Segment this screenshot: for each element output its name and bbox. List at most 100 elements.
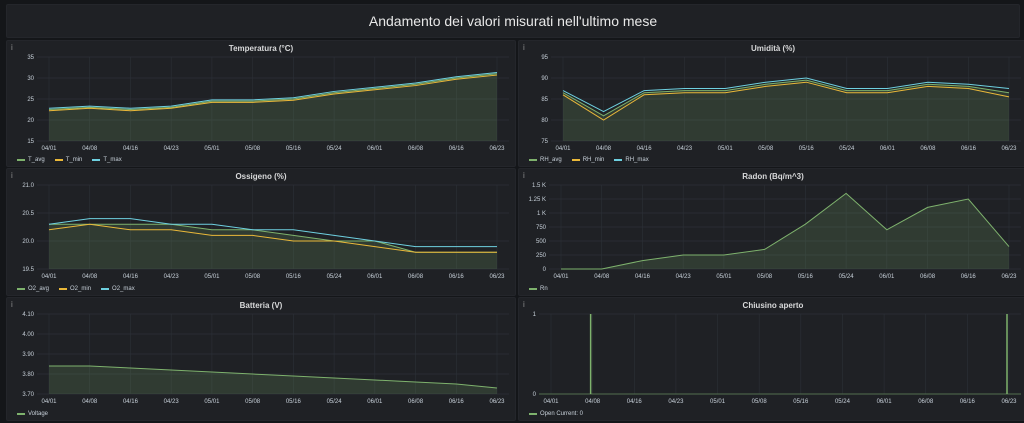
x-tick-label: 04/01 [41, 146, 57, 152]
x-tick-label: 06/01 [367, 146, 383, 152]
x-tick-label: 06/01 [367, 274, 383, 280]
x-tick-label: 06/08 [408, 274, 424, 280]
legend-item[interactable]: Open Current: 0 [529, 411, 583, 417]
x-tick-label: 06/08 [920, 146, 936, 152]
y-tick-label: 3.70 [22, 392, 34, 398]
legend-label: T_min [65, 157, 83, 163]
legend-item[interactable]: O2_min [59, 286, 91, 292]
legend-item[interactable]: Rn [529, 286, 548, 292]
y-tick-label: 20 [27, 118, 34, 124]
y-tick-label: 35 [27, 55, 34, 61]
legend-item[interactable]: RH_min [571, 157, 604, 163]
x-tick-label: 06/23 [1001, 146, 1017, 152]
legend-item[interactable]: RH_max [614, 157, 649, 163]
legend-item[interactable]: O2_max [101, 286, 135, 292]
legend-item[interactable]: RH_avg [529, 157, 562, 163]
x-tick-label: 05/16 [286, 146, 302, 152]
x-tick-label: 04/16 [635, 274, 651, 280]
x-tick-label: 05/16 [793, 399, 809, 405]
panel-ossigeno[interactable]: i Ossigeno (%) 19.5 20.0 20.5 21.0 04/01 04/0… [6, 168, 516, 296]
x-tick-label: 04/08 [82, 146, 98, 152]
x-tick-label: 04/23 [677, 146, 693, 152]
y-tick-label: 20.5 [22, 211, 34, 217]
x-tick-label: 04/23 [164, 274, 180, 280]
x-tick-label: 05/24 [327, 274, 343, 280]
y-tick-label: 1 K [537, 211, 546, 217]
legend-label: O2_min [70, 286, 92, 292]
x-tick-label: 06/01 [367, 399, 383, 405]
legend-item[interactable]: Voltage [17, 411, 48, 417]
x-tick-label: 05/08 [758, 146, 774, 152]
info-icon[interactable]: i [523, 300, 525, 309]
series-line-Rn [561, 192, 1010, 270]
x-tick-label: 06/01 [879, 274, 895, 280]
x-tick-label: 05/24 [839, 146, 855, 152]
x-tick-label: 06/23 [489, 399, 505, 405]
series-line-O2_min [48, 223, 497, 253]
x-tick-label: 06/23 [489, 274, 505, 280]
info-icon[interactable]: i [11, 171, 13, 180]
legend: RH_avg RH_min RH_max [529, 157, 649, 163]
legend-swatch [529, 413, 537, 415]
x-tick-label: 05/24 [327, 399, 343, 405]
y-tick-label: 0 [543, 267, 547, 273]
x-tick-label: 04/23 [164, 399, 180, 405]
x-tick-label: 05/08 [245, 274, 261, 280]
chart-batteria: 3.70 3.80 3.90 4.00 4.10 04/01 04/08 04/16 04/23… [22, 312, 509, 405]
x-tick-label: 04/16 [123, 274, 139, 280]
y-tick-label: 4.10 [22, 312, 34, 318]
series-line-T_avg [48, 73, 498, 111]
x-tick-label: 04/23 [668, 399, 684, 405]
x-tick-label: 05/16 [799, 146, 815, 152]
panel-temperatura[interactable]: i Temperatura (°C) 15 20 25 30 35 04/01 04/08 0… [6, 40, 516, 167]
legend-swatch [101, 288, 110, 290]
panel-radon[interactable]: i Radon (Bq/m^3) 0 250 500 750 1 K 1.25 K 1.5 … [518, 168, 1024, 296]
x-tick-label: 06/08 [408, 399, 424, 405]
info-icon[interactable]: i [523, 171, 525, 180]
y-tick-label: 250 [536, 253, 547, 259]
x-tick-label: 06/23 [1001, 274, 1017, 280]
panel-umidita[interactable]: i Umidità (%) 75 80 85 90 95 04/01 04/08 04/16 0… [518, 40, 1024, 167]
x-tick-label: 05/08 [757, 274, 773, 280]
legend-item[interactable]: T_avg [17, 157, 45, 163]
x-tick-label: 04/01 [41, 399, 57, 405]
panel-chiusino[interactable]: i Chiusino aperto 0 1 04/01 04/08 04/16 04/23… [518, 297, 1024, 421]
info-icon[interactable]: i [523, 43, 525, 52]
series-area [561, 193, 1009, 269]
x-tick-label: 05/01 [204, 146, 220, 152]
legend-item[interactable]: T_min [54, 157, 83, 163]
y-tick-label: 90 [541, 76, 548, 82]
legend-label: RH_avg [540, 157, 562, 163]
x-tick-label: 04/01 [543, 399, 559, 405]
y-tick-label: 500 [536, 239, 547, 245]
legend-swatch [17, 288, 25, 290]
dashboard-title: Andamento dei valori misurati nell'ultim… [368, 13, 658, 29]
info-icon[interactable]: i [11, 300, 13, 309]
series-area [49, 73, 497, 141]
y-tick-label: 95 [541, 55, 548, 61]
chart-ossigeno: 19.5 20.0 20.5 21.0 04/01 04/08 04/16 04/23 05/0… [22, 183, 509, 280]
x-tick-label: 04/16 [637, 146, 653, 152]
legend-item[interactable]: O2_avg [17, 286, 49, 292]
info-icon[interactable]: i [11, 43, 13, 52]
legend-item[interactable]: T_max [92, 157, 122, 163]
x-tick-label: 04/08 [596, 146, 612, 152]
y-tick-label: 1 [533, 312, 537, 318]
x-tick-label: 04/23 [676, 274, 692, 280]
x-tick-label: 05/01 [204, 274, 220, 280]
x-tick-label: 05/24 [839, 274, 855, 280]
y-tick-label: 0 [533, 392, 537, 398]
panel-batteria[interactable]: i Batteria (V) 3.70 3.80 3.90 4.00 4.10 04/01… [6, 297, 516, 421]
legend-label: T_max [103, 157, 122, 163]
legend-swatch [54, 159, 63, 161]
x-tick-label: 04/08 [594, 274, 610, 280]
y-tick-label: 25 [27, 97, 34, 103]
series-line-O2_max [48, 218, 497, 248]
chart-chiusino: 0 1 04/01 04/08 04/16 04/23 05/01 05/08 05/16 05/… [533, 312, 1021, 405]
x-tick-label: 05/01 [710, 399, 726, 405]
x-tick-label: 05/08 [245, 146, 261, 152]
y-tick-label: 4.00 [22, 332, 34, 338]
panel-title: Radon (Bq/m^3) [742, 172, 804, 181]
x-tick-label: 05/01 [716, 274, 732, 280]
x-tick-label: 05/16 [798, 274, 814, 280]
